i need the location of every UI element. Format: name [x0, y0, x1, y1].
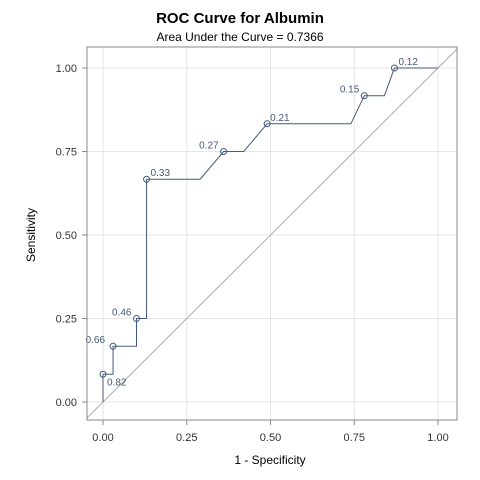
roc-point-label: 0.12	[398, 57, 418, 68]
y-tick-label: 0.50	[56, 230, 77, 242]
roc-point-label: 0.27	[199, 141, 219, 152]
x-tick-label: 0.50	[260, 432, 281, 444]
y-tick-label: 0.75	[56, 147, 77, 159]
roc-point-marker	[263, 120, 271, 128]
reference-diagonal	[86, 48, 458, 419]
y-tick-label: 1.00	[56, 63, 77, 75]
roc-point-label: 0.46	[112, 308, 132, 319]
y-axis-ticks: 0.00 0.25 0.50 0.75 1.00	[56, 63, 87, 409]
roc-point-marker	[360, 92, 368, 100]
chart-subtitle: Area Under the Curve = 0.7366	[156, 30, 324, 44]
x-tick-label: 0.00	[92, 432, 113, 444]
roc-point-marker	[143, 175, 151, 183]
x-axis-ticks: 0.00 0.25 0.50 0.75 1.00	[92, 420, 449, 444]
roc-point-label: 0.82	[107, 377, 127, 388]
roc-point-label: 0.66	[86, 335, 106, 346]
labeled-points: 0.82 0.66 0.46 0.33 0.27 0.21 0.15 0.12	[86, 57, 419, 388]
x-tick-label: 0.75	[344, 432, 365, 444]
roc-point-marker	[220, 148, 228, 155]
roc-point-marker	[99, 370, 107, 378]
roc-point-label: 0.33	[151, 168, 171, 179]
roc-point-marker	[390, 64, 398, 72]
chart-title: ROC Curve for Albumin	[156, 10, 324, 27]
x-tick-label: 1.00	[427, 432, 448, 444]
x-axis-label: 1 - Specificity	[234, 453, 305, 467]
y-axis-label: Sensitivity	[24, 208, 38, 262]
x-tick-label: 0.25	[176, 432, 197, 444]
roc-point-label: 0.15	[340, 85, 360, 96]
roc-point-label: 0.21	[270, 113, 290, 124]
plot-frame	[86, 46, 458, 421]
y-tick-label: 0.25	[56, 314, 77, 326]
roc-point-marker	[109, 342, 117, 350]
roc-point-marker	[133, 315, 140, 322]
roc-curve-line	[102, 67, 438, 402]
y-tick-label: 0.00	[56, 397, 77, 409]
